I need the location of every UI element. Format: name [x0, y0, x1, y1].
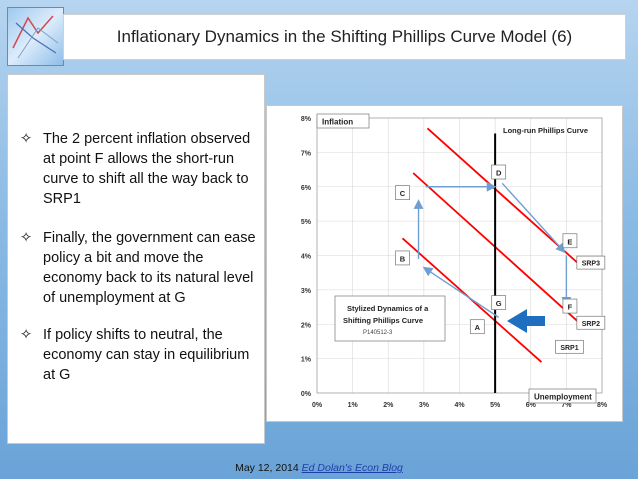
bullet-text: The 2 percent inflation observed at poin…: [43, 131, 251, 207]
x-tick-label: 3%: [419, 402, 430, 409]
point-labels: A B C D E F G: [395, 164, 578, 335]
point-label: A: [475, 323, 481, 332]
y-tick-label: 4%: [301, 254, 312, 261]
diagram-panel: 0% 1% 2% 3% 4% 5% 6% 7% 8% 0% 1% 2% 3% 4% 5% 6% 7% 8% A B…: [266, 105, 623, 422]
bullet-item: ✧ If policy shifts to neutral, the econo…: [20, 325, 260, 385]
curve-label-box: [555, 339, 584, 354]
phillips-curve-diagram: 0% 1% 2% 3% 4% 5% 6% 7% 8% 0% 1% 2% 3% 4% 5% 6% 7% 8% A B…: [301, 113, 608, 409]
point-label: D: [496, 169, 502, 178]
curve-label-box: [576, 255, 606, 270]
x-tick-label: 7%: [561, 402, 572, 409]
x-tick-label: 5%: [490, 402, 501, 409]
x-tick-label: 0%: [312, 402, 323, 409]
x-tick-label: 2%: [383, 402, 394, 409]
footer: May 12, 2014 Ed Dolan's Econ Blog: [0, 462, 638, 474]
point-box: [491, 164, 507, 180]
slide-title: Inflationary Dynamics in the Shifting Ph…: [116, 27, 573, 46]
point-box: [469, 319, 485, 335]
point-box: [491, 295, 507, 310]
point-box: [395, 185, 410, 200]
footer-blog-link[interactable]: Ed Dolan's Econ Blog: [301, 462, 403, 474]
x-tick-label: 4%: [454, 402, 465, 409]
curve-labels: SRP1 SRP2 SRP3: [555, 255, 606, 354]
srp-curve-line: [426, 127, 578, 264]
y-tick-labels: 0% 1% 2% 3% 4% 5% 6% 7% 8%: [301, 116, 312, 398]
x-axis-label-box: [528, 388, 597, 404]
y-tick-label: 0%: [301, 391, 312, 398]
x-tick-label: 8%: [597, 402, 608, 409]
x-tick-label: 1%: [348, 402, 359, 409]
y-tick-label: 2%: [301, 322, 312, 329]
big-arrow-to-g: [507, 309, 545, 333]
star-bullet-icon: ✧: [20, 327, 33, 343]
point-label: C: [400, 189, 406, 198]
star-bullet-icon: ✧: [20, 131, 33, 147]
transition-arrows: [413, 181, 572, 318]
point-label: F: [568, 303, 573, 312]
y-axis-label: Inflation: [322, 118, 353, 127]
logo-map-icon: [12, 15, 59, 59]
text-panel: ✧ The 2 percent inflation observed at po…: [7, 74, 265, 444]
point-label: B: [400, 254, 406, 263]
curve-label: SRP2: [582, 321, 600, 328]
point-box: [395, 250, 410, 266]
transition-arrow: [501, 182, 566, 254]
legend-title-line-2: Shifting Phillips Curve: [343, 316, 423, 325]
logo-image: [7, 7, 64, 66]
curve-label-box: [576, 315, 606, 330]
lrpc-label: Long-run Phillips Curve: [503, 126, 588, 135]
star-bullet-icon: ✧: [20, 230, 33, 246]
y-tick-label: 1%: [301, 357, 312, 364]
x-tick-labels: 0% 1% 2% 3% 4% 5% 6% 7% 8%: [312, 402, 608, 409]
legend-box: [334, 295, 446, 342]
legend-code: P140512-3: [363, 330, 393, 336]
title-bar: Inflationary Dynamics in the Shifting Ph…: [63, 14, 626, 60]
legend-title-line-1: Stylized Dynamics of a: [347, 304, 429, 313]
bullet-item: ✧ The 2 percent inflation observed at po…: [20, 129, 260, 209]
curve-label: SRP3: [582, 261, 600, 268]
x-axis-label: Unemployment: [534, 393, 592, 402]
point-box: [562, 233, 578, 249]
point-box: [562, 298, 578, 314]
y-tick-label: 7%: [301, 150, 312, 157]
curve-label: SRP1: [560, 345, 578, 352]
bullet-text: Finally, the government can ease policy …: [43, 230, 256, 306]
transition-arrow: [422, 266, 500, 318]
footer-date: May 12, 2014: [235, 462, 299, 474]
point-label: E: [567, 237, 572, 246]
y-tick-label: 8%: [301, 116, 312, 123]
bullet-item: ✧ Finally, the government can ease polic…: [20, 228, 260, 308]
y-tick-label: 5%: [301, 219, 312, 226]
bullet-text: If policy shifts to neutral, the economy…: [43, 327, 250, 383]
y-axis-label-box: [316, 113, 370, 129]
x-tick-label: 6%: [526, 402, 537, 409]
point-label: G: [496, 299, 502, 308]
y-tick-label: 6%: [301, 185, 312, 192]
plot-border: [316, 117, 603, 394]
y-tick-label: 3%: [301, 288, 312, 295]
